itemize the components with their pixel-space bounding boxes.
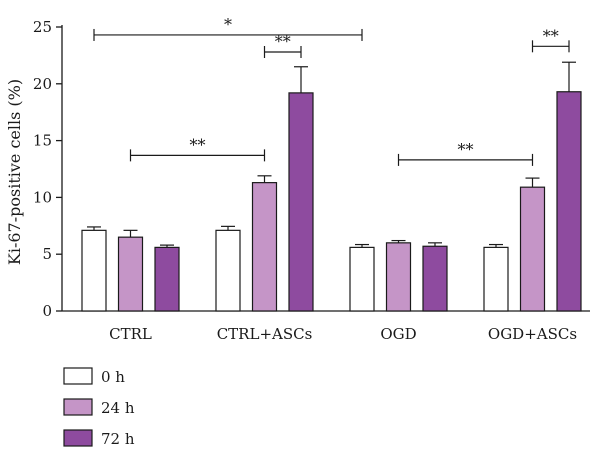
- bar: [251, 182, 278, 312]
- legend-swatch: [63, 398, 93, 416]
- bar: [519, 186, 546, 312]
- bar: [385, 242, 412, 312]
- x-axis: CTRL CTRL+ASCs OGD OGD+ASCs: [62, 310, 590, 343]
- y-axis: 0 5 10 15 20 25: [33, 18, 63, 320]
- significance-label: **: [190, 135, 206, 154]
- x-tick-label: CTRL+ASCs: [217, 325, 313, 343]
- y-tick-label: 5: [42, 245, 52, 263]
- significance-label: **: [275, 32, 291, 51]
- bar: [81, 229, 107, 312]
- y-tick-label: 15: [33, 132, 52, 150]
- y-tick-label: 0: [42, 302, 52, 320]
- y-tick-label: 10: [33, 188, 52, 206]
- x-tick-label: CTRL: [109, 325, 152, 343]
- x-tick-label: OGD+ASCs: [488, 325, 577, 343]
- legend-label: 24 h: [101, 399, 135, 417]
- legend-swatch: [63, 429, 93, 447]
- bar: [349, 246, 375, 312]
- legend-swatch: [63, 367, 93, 385]
- bar: [483, 246, 509, 312]
- x-tick-label: OGD: [380, 325, 416, 343]
- y-axis-label: Ki-67-positive cells (%): [5, 79, 24, 265]
- y-tick-label: 20: [33, 75, 52, 93]
- significance-annotations: *********: [93, 15, 570, 166]
- significance-label: **: [543, 26, 559, 45]
- bar: [422, 245, 448, 312]
- bar: [215, 229, 241, 312]
- bars: [81, 61, 582, 312]
- significance-label: *: [224, 15, 232, 34]
- bar: [556, 91, 582, 312]
- legend-label: 72 h: [101, 430, 135, 448]
- bar: [117, 236, 144, 312]
- significance-label: **: [458, 140, 474, 159]
- bar: [154, 246, 180, 312]
- legend: 0 h 24 h 72 h: [63, 367, 135, 448]
- y-tick-label: 25: [33, 18, 52, 36]
- legend-label: 0 h: [101, 368, 125, 386]
- bar: [288, 92, 314, 312]
